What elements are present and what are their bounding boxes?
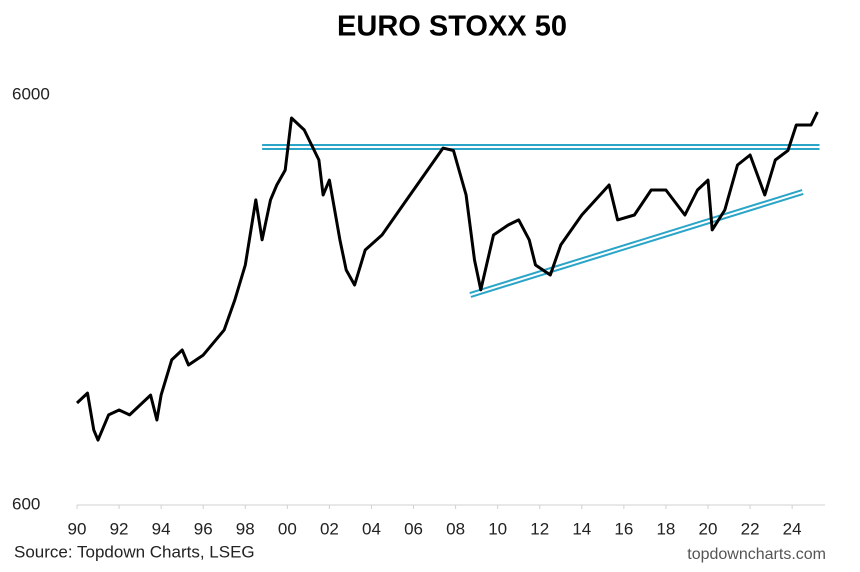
trendline-gap [470,191,803,296]
x-tick-label: 90 [68,519,87,538]
x-tick-label: 10 [488,519,507,538]
x-tick-label: 96 [194,519,213,538]
x-tick-label: 06 [404,519,423,538]
x-tick-label: 16 [614,519,633,538]
x-tick-label: 12 [530,519,549,538]
y-tick-label: 6000 [12,84,50,103]
x-tick-label: 14 [572,519,591,538]
x-tick-label: 20 [699,519,718,538]
y-tick-label: 600 [12,494,40,513]
x-tick-label: 00 [278,519,297,538]
website: topdowncharts.com [687,546,826,563]
x-tick-label: 24 [783,519,802,538]
source: Source: Topdown Charts, LSEG [14,542,255,561]
price-line [75,111,819,442]
chart-title: EURO STOXX 50 [337,11,567,43]
x-tick-label: 04 [362,519,381,538]
x-tick-label: 18 [656,519,675,538]
x-tick-label: 02 [320,519,339,538]
x-tick-label: 94 [152,519,171,538]
x-tick-label: 22 [741,519,760,538]
x-tick-label: 92 [110,519,129,538]
x-tick-label: 08 [446,519,465,538]
x-tick-label: 98 [236,519,255,538]
